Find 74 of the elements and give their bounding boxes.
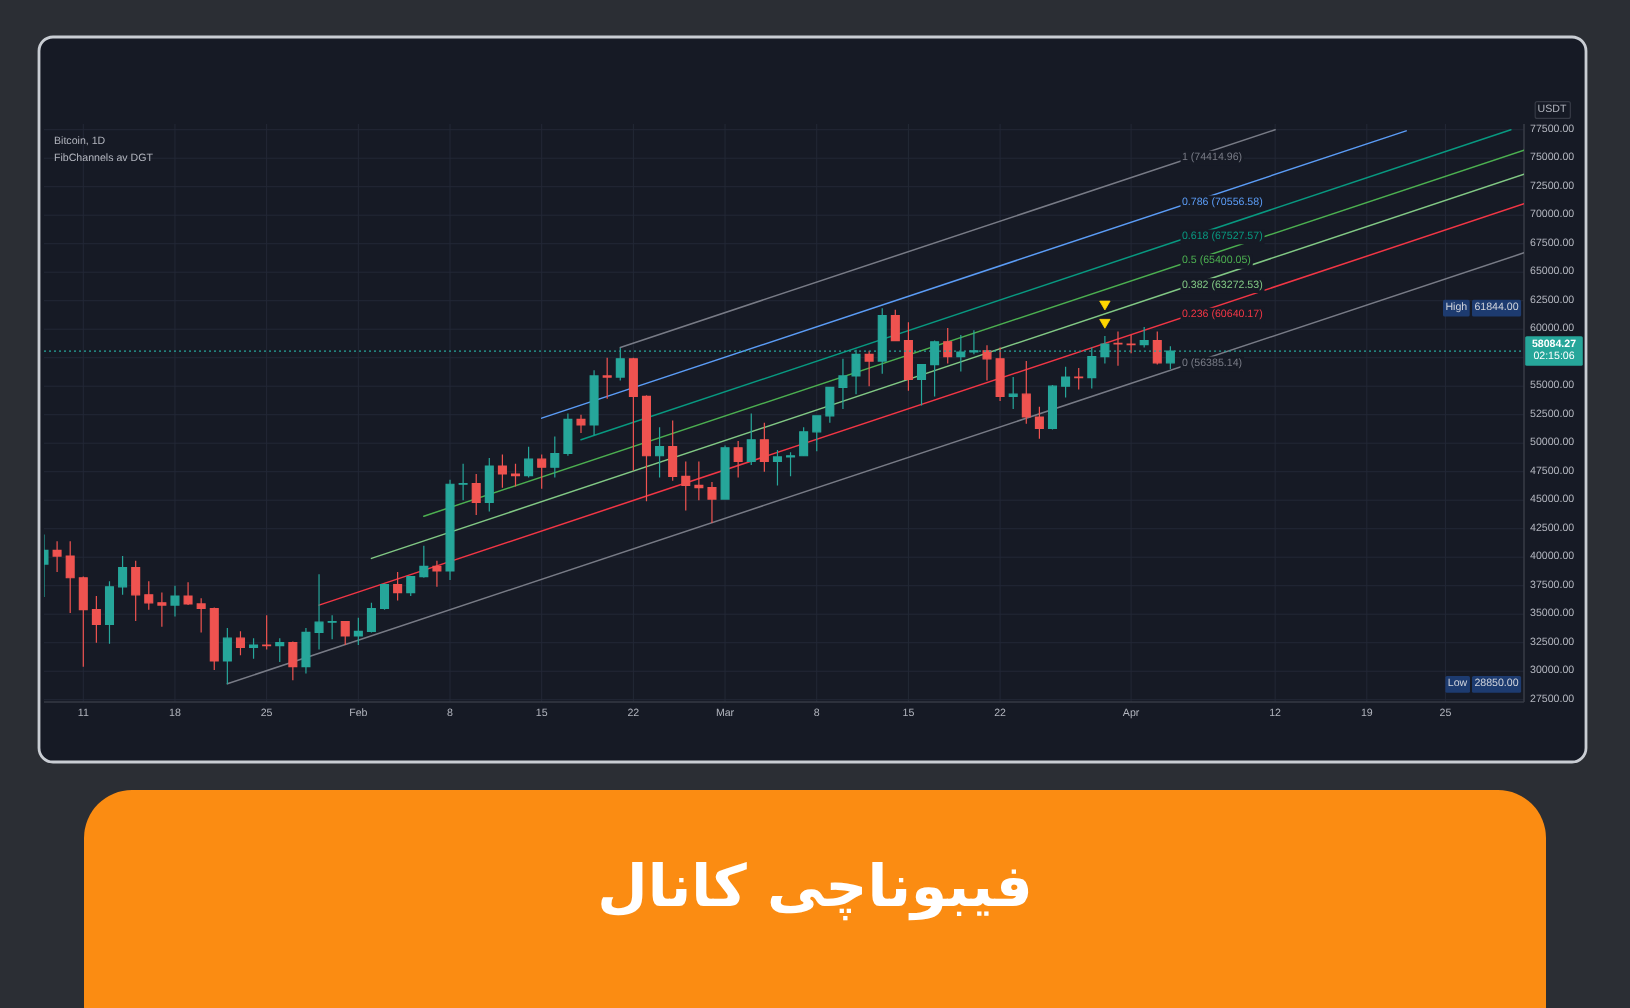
candlestick — [209, 606, 219, 671]
candlestick — [1152, 330, 1162, 366]
candlestick — [655, 426, 665, 479]
candlestick — [393, 571, 403, 602]
candlestick — [340, 621, 350, 646]
text: فیبوناچی کانال — [597, 852, 1033, 922]
candlestick — [890, 309, 900, 342]
candlestick — [157, 591, 167, 628]
candlestick — [235, 630, 245, 656]
candlestick — [982, 344, 992, 382]
candlestick — [510, 463, 521, 488]
candlestick — [183, 581, 193, 606]
candlestick — [91, 595, 101, 644]
candlestick — [694, 460, 704, 501]
candlestick — [471, 473, 481, 516]
candlestick — [262, 614, 272, 651]
candlestick — [353, 617, 363, 646]
candlestick — [668, 419, 678, 482]
candlestick — [903, 321, 913, 392]
candlestick — [380, 582, 390, 611]
candlestick — [537, 454, 547, 490]
candlestick — [445, 479, 455, 581]
candlestick — [1061, 366, 1071, 399]
candlestick — [1034, 406, 1044, 440]
candlestick — [222, 627, 232, 685]
candlestick — [759, 422, 769, 473]
candlestick — [196, 597, 206, 634]
candlestick — [458, 463, 468, 501]
candlestick — [65, 540, 75, 614]
candlestick — [733, 440, 743, 479]
candlestick — [406, 576, 416, 597]
candlestick — [628, 357, 638, 472]
candlestick — [249, 637, 259, 660]
candlestick — [812, 415, 822, 452]
candlestick — [707, 481, 717, 524]
candlestick — [1113, 330, 1123, 367]
candlestick — [943, 327, 953, 364]
candlestick — [576, 414, 586, 434]
candlestick — [275, 637, 285, 663]
candlestick — [484, 457, 494, 513]
candlestick — [746, 412, 756, 466]
candlestick — [720, 444, 730, 500]
candlestick — [864, 350, 874, 387]
candlestick — [1021, 360, 1031, 425]
candlestick — [1126, 334, 1136, 354]
candlestick — [144, 580, 154, 611]
candlestick — [641, 394, 651, 502]
candlestick — [825, 386, 835, 424]
candlestick — [432, 560, 442, 588]
candlestick — [917, 363, 927, 407]
candlestick — [131, 560, 141, 622]
candlestick — [589, 369, 599, 436]
candlestick — [602, 357, 612, 400]
candlestick — [1047, 384, 1058, 431]
candlestick — [1008, 376, 1018, 410]
candlestick — [681, 460, 691, 512]
candlestick — [118, 555, 128, 596]
candlestick — [772, 449, 782, 486]
candlestick — [550, 435, 560, 479]
candlestick — [786, 451, 796, 477]
candlestick — [327, 614, 337, 640]
candlestick — [78, 576, 88, 668]
candlestick — [524, 446, 534, 479]
candlestick — [995, 346, 1005, 402]
candlestick — [419, 545, 429, 579]
candlestick — [563, 412, 573, 457]
candlestick — [52, 540, 62, 573]
candlestick — [104, 580, 115, 645]
candlestick — [497, 454, 507, 489]
candlestick — [170, 585, 180, 618]
candlestick — [366, 602, 376, 634]
candlestick — [799, 426, 809, 457]
candlestick — [288, 640, 298, 681]
candlestick — [1074, 367, 1084, 391]
